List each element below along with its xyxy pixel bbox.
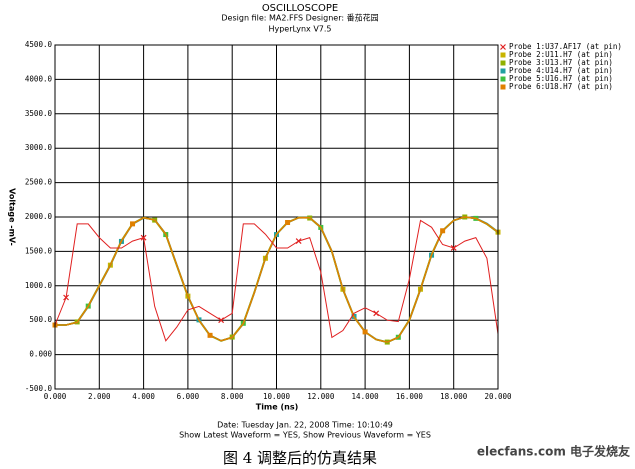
data-marker [140,234,147,241]
y-tick-label: 500.0 [29,315,52,324]
legend-label: Probe 3:U13.H7 (at pin) [509,58,613,67]
y-tick-label: 2000.0 [25,212,53,221]
y-tick-label: 0.000 [29,350,52,359]
legend-marker [500,60,506,66]
x-tick-label: 14.000 [352,392,380,401]
data-marker [130,221,136,227]
watermark: elecfans.com 电子发烧友 [477,444,630,459]
data-marker [373,310,380,317]
legend-marker [500,44,506,50]
caption: 图 4 调整后的仿真结果 [223,449,377,467]
legend-label: Probe 2:U11.H7 (at pin) [509,50,613,59]
data-marker [295,238,302,245]
y-tick-label: 1000.0 [25,281,53,290]
x-tick-label: 0.000 [44,392,67,401]
data-marker [450,245,457,251]
legend-label: Probe 1:U37.AF17 (at pin) [509,42,622,51]
chart-title: OSCILLOSCOPE [262,3,338,14]
x-tick-label: 10.000 [263,392,291,401]
x-axis-label: Time (ns) [256,403,299,412]
chart-subtitle: Design file: MA2.FFS Designer: 番茄花园 [221,13,378,23]
legend-label: Probe 6:U18.H7 (at pin) [509,82,613,91]
legend-label: Probe 4:U14.H7 (at pin) [509,66,613,75]
y-tick-label: -500.0 [25,384,53,393]
y-tick-label: 1500.0 [25,246,53,255]
legend-label: Probe 5:U16.H7 (at pin) [509,74,613,83]
footer-date: Date: Tuesday Jan. 22, 2008 Time: 10:10:… [217,421,393,430]
footer-waveform: Show Latest Waveform = YES, Show Previou… [179,431,431,440]
x-tick-label: 2.000 [88,392,111,401]
data-marker [207,332,213,338]
software-label: HyperLynx V7.5 [268,25,331,34]
x-tick-label: 16.000 [396,392,424,401]
x-tick-label: 18.000 [440,392,468,401]
legend-marker [500,52,506,58]
series-line [55,216,499,344]
x-tick-label: 6.000 [177,392,200,401]
data-marker [218,317,225,324]
plot-frame [54,44,499,390]
y-tick-label: 4500.0 [25,40,53,49]
legend-marker [500,84,506,90]
x-tick-label: 8.000 [221,392,244,401]
y-axis-label: Voltage -mV- [8,188,17,246]
series-line [54,219,499,342]
data-marker [440,228,446,234]
x-tick-label: 12.000 [307,392,335,401]
x-tick-label: 20.000 [484,392,512,401]
y-tick-label: 3500.0 [25,109,53,118]
legend-marker [500,68,506,74]
y-tick-label: 3000.0 [25,143,53,152]
y-tick-label: 4000.0 [25,74,53,83]
data-marker [63,294,69,301]
y-tick-label: 2500.0 [25,178,53,187]
x-tick-label: 4.000 [132,392,155,401]
legend-marker [500,76,506,82]
data-marker [362,329,368,335]
data-marker [285,220,291,226]
